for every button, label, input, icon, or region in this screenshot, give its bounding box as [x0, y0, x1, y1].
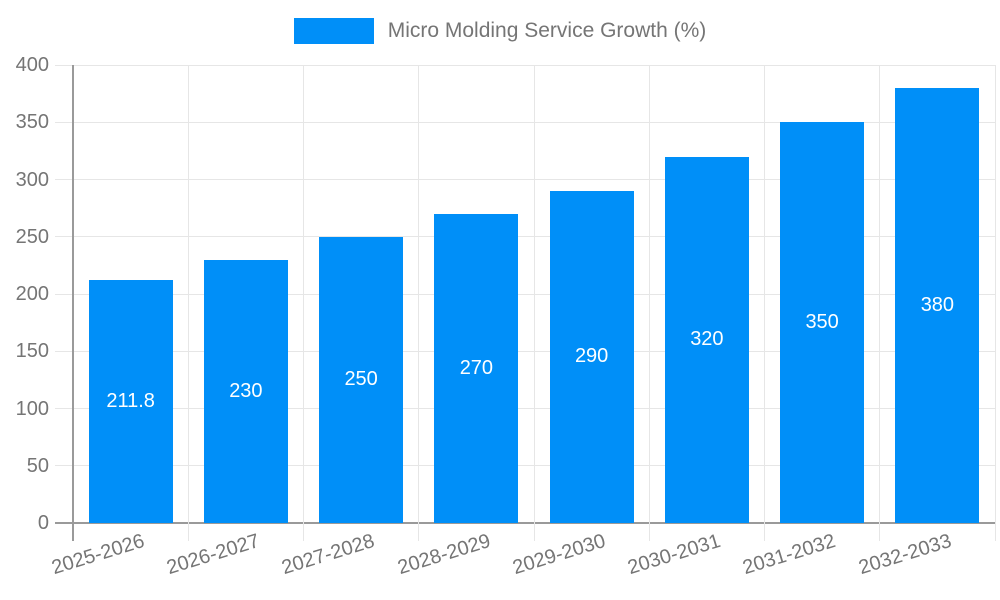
bar-2027-2028[interactable]: 250 — [319, 236, 404, 523]
y-axis-tick-label: 100 — [15, 397, 49, 420]
legend-item[interactable]: Micro Molding Service Growth (%) — [0, 14, 1000, 48]
x-axis-tick-label: 2032-2033 — [855, 530, 954, 580]
y-axis-line — [72, 65, 74, 541]
bar-value-label: 230 — [229, 379, 263, 402]
y-axis-tick-label: 150 — [15, 340, 49, 363]
y-axis-tick-label: 50 — [26, 454, 49, 477]
gridline-vertical — [648, 65, 650, 541]
bar-2030-2031[interactable]: 320 — [664, 156, 749, 523]
gridline-vertical — [994, 65, 996, 541]
legend-swatch — [293, 18, 374, 44]
x-axis-tick-label: 2028-2029 — [394, 530, 493, 580]
x-axis-tick-label: 2027-2028 — [279, 530, 378, 580]
bar-value-label: 380 — [920, 293, 955, 316]
y-axis-tick-label: 0 — [37, 512, 49, 534]
y-axis-tick-label: 250 — [15, 225, 49, 248]
bar-2032-2033[interactable]: 380 — [895, 87, 980, 523]
gridline-horizontal — [55, 293, 995, 295]
x-axis-line — [55, 522, 995, 524]
gridline-horizontal — [55, 350, 995, 352]
x-axis-tick-label: 2030-2031 — [625, 530, 724, 580]
bar-value-label: 290 — [574, 345, 609, 368]
x-axis-tick-label: 2031-2032 — [740, 530, 839, 580]
bar-value-label: 320 — [690, 328, 724, 351]
gridline-vertical — [187, 65, 189, 541]
bar-value-label: 211.8 — [106, 390, 155, 413]
bar-2025-2026[interactable]: 211.8 — [88, 280, 173, 523]
bar-2028-2029[interactable]: 270 — [434, 213, 519, 523]
gridline-vertical — [533, 65, 535, 541]
y-axis-tick-label: 200 — [15, 283, 49, 305]
bar-value-label: 270 — [459, 356, 494, 379]
y-axis-tick-label: 300 — [15, 168, 49, 191]
gridline-horizontal — [55, 236, 995, 238]
bar-value-label: 250 — [344, 368, 378, 391]
y-axis-tick-label: 350 — [15, 111, 49, 134]
bar-2029-2030[interactable]: 290 — [549, 190, 634, 523]
x-axis-tick-label: 2025-2026 — [49, 530, 148, 580]
gridline-horizontal — [55, 64, 995, 66]
bar-2026-2027[interactable]: 230 — [203, 259, 288, 523]
y-axis-tick-label: 400 — [15, 54, 49, 76]
legend-label: Micro Molding Service Growth (%) — [387, 19, 707, 42]
gridline-horizontal — [55, 408, 995, 409]
gridline-vertical — [879, 65, 881, 541]
x-axis-tick-label: 2026-2027 — [164, 530, 263, 580]
gridline-horizontal — [55, 465, 995, 467]
bar-value-label: 350 — [805, 311, 839, 334]
gridline-vertical — [418, 65, 420, 541]
gridline-vertical — [303, 65, 304, 541]
bar-2031-2032[interactable]: 350 — [780, 122, 865, 523]
x-axis-tick-label: 2029-2030 — [510, 530, 609, 580]
gridline-horizontal — [55, 179, 995, 180]
gridline-vertical — [764, 65, 765, 541]
gridline-horizontal — [55, 121, 995, 123]
